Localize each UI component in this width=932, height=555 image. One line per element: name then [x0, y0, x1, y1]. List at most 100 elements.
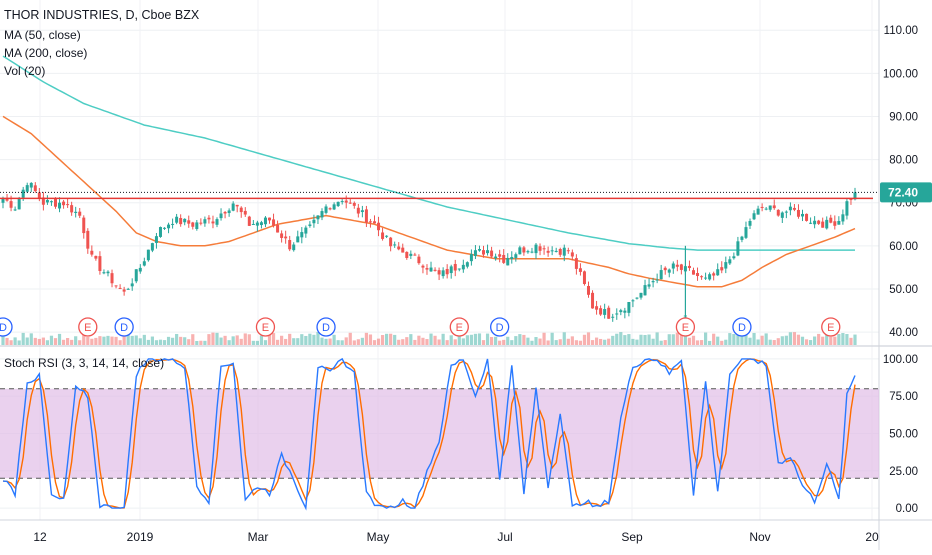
- candle-body[interactable]: [280, 233, 284, 238]
- candle-body[interactable]: [409, 253, 413, 256]
- candle-body[interactable]: [167, 224, 171, 229]
- candle-body[interactable]: [377, 222, 381, 231]
- candle-body[interactable]: [776, 209, 780, 216]
- earnings-event[interactable]: E: [821, 317, 841, 337]
- dividend-event[interactable]: D: [732, 317, 752, 337]
- candle-body[interactable]: [833, 221, 837, 226]
- candle-body[interactable]: [696, 273, 700, 277]
- candle-body[interactable]: [853, 192, 857, 200]
- candle-body[interactable]: [150, 243, 154, 251]
- ma200-legend[interactable]: MA (200, close): [4, 46, 88, 60]
- candle-body[interactable]: [171, 223, 175, 225]
- candle-body[interactable]: [421, 265, 425, 268]
- candle-body[interactable]: [821, 221, 825, 228]
- candle-body[interactable]: [445, 268, 449, 275]
- candle-body[interactable]: [360, 210, 364, 213]
- candle-body[interactable]: [389, 237, 393, 247]
- candle-body[interactable]: [25, 185, 29, 192]
- volume-legend[interactable]: Vol (20): [4, 64, 46, 78]
- candle-body[interactable]: [348, 202, 352, 204]
- candle-body[interactable]: [768, 205, 772, 210]
- candle-body[interactable]: [231, 203, 235, 211]
- candle-body[interactable]: [199, 222, 203, 224]
- candle-body[interactable]: [255, 222, 259, 226]
- candle-body[interactable]: [518, 247, 522, 255]
- candle-body[interactable]: [639, 292, 643, 298]
- candle-body[interactable]: [796, 209, 800, 217]
- candle-body[interactable]: [126, 288, 130, 290]
- candle-body[interactable]: [574, 258, 578, 269]
- resistance-line[interactable]: [0, 191, 879, 200]
- candle-body[interactable]: [340, 201, 344, 203]
- candle-body[interactable]: [288, 240, 292, 250]
- candle-body[interactable]: [809, 222, 813, 224]
- candle-body[interactable]: [760, 206, 764, 208]
- candle-body[interactable]: [582, 271, 586, 285]
- candle-body[interactable]: [538, 246, 542, 251]
- candle-body[interactable]: [805, 213, 809, 221]
- candle-body[interactable]: [615, 313, 619, 315]
- candle-body[interactable]: [671, 263, 675, 269]
- candle-body[interactable]: [473, 250, 477, 256]
- candle-body[interactable]: [591, 292, 595, 309]
- candle-body[interactable]: [772, 205, 776, 209]
- candle-body[interactable]: [457, 268, 461, 270]
- candle-body[interactable]: [114, 285, 118, 287]
- candle-body[interactable]: [502, 254, 506, 263]
- candle-body[interactable]: [437, 270, 441, 275]
- candle-body[interactable]: [611, 316, 615, 318]
- candle-body[interactable]: [17, 198, 21, 210]
- candle-body[interactable]: [486, 250, 490, 254]
- candle-body[interactable]: [558, 249, 562, 255]
- candle-body[interactable]: [163, 227, 167, 229]
- candle-body[interactable]: [356, 207, 360, 214]
- candle-body[interactable]: [1, 198, 5, 203]
- candle-body[interactable]: [134, 269, 138, 282]
- candle-body[interactable]: [41, 197, 45, 205]
- candle-body[interactable]: [595, 306, 599, 310]
- candle-body[interactable]: [142, 261, 146, 266]
- candle-body[interactable]: [441, 270, 445, 277]
- time-axis[interactable]: 12 2019 Mar May Jul Sep Nov 20: [33, 530, 879, 544]
- candle-body[interactable]: [691, 270, 695, 275]
- candle-body[interactable]: [546, 250, 550, 253]
- candle-body[interactable]: [679, 264, 683, 270]
- candle-body[interactable]: [70, 205, 74, 213]
- candle-body[interactable]: [784, 211, 788, 213]
- candle-body[interactable]: [235, 204, 239, 207]
- candle-body[interactable]: [849, 199, 853, 201]
- symbol-title[interactable]: THOR INDUSTRIES, D, Cboe BZX: [4, 8, 200, 22]
- candle-body[interactable]: [748, 220, 752, 226]
- candle-body[interactable]: [312, 219, 316, 224]
- candle-body[interactable]: [239, 207, 243, 213]
- candle-body[interactable]: [223, 212, 227, 214]
- candle-body[interactable]: [728, 259, 732, 264]
- candle-body[interactable]: [482, 250, 486, 255]
- candle-body[interactable]: [631, 300, 635, 302]
- candle-body[interactable]: [336, 201, 340, 207]
- candle-body[interactable]: [53, 198, 57, 207]
- earnings-event[interactable]: E: [449, 317, 469, 337]
- candle-body[interactable]: [130, 283, 134, 287]
- candle-body[interactable]: [397, 246, 401, 250]
- candle-body[interactable]: [381, 232, 385, 239]
- candle-body[interactable]: [368, 221, 372, 223]
- candle-body[interactable]: [425, 268, 429, 270]
- candle-body[interactable]: [700, 276, 704, 278]
- candle-body[interactable]: [469, 254, 473, 262]
- candle-body[interactable]: [643, 285, 647, 296]
- candle-body[interactable]: [332, 204, 336, 210]
- candle-body[interactable]: [744, 227, 748, 238]
- candle-body[interactable]: [62, 201, 66, 206]
- candle-body[interactable]: [829, 217, 833, 223]
- dividend-event[interactable]: D: [490, 317, 510, 337]
- candle-body[interactable]: [320, 211, 324, 218]
- candle-body[interactable]: [752, 213, 756, 220]
- candle-body[interactable]: [740, 236, 744, 240]
- candle-body[interactable]: [29, 182, 33, 188]
- candle-body[interactable]: [118, 287, 122, 289]
- dividend-event[interactable]: D: [316, 317, 336, 337]
- candle-body[interactable]: [510, 256, 514, 260]
- candle-body[interactable]: [187, 220, 191, 224]
- candle-body[interactable]: [175, 216, 179, 223]
